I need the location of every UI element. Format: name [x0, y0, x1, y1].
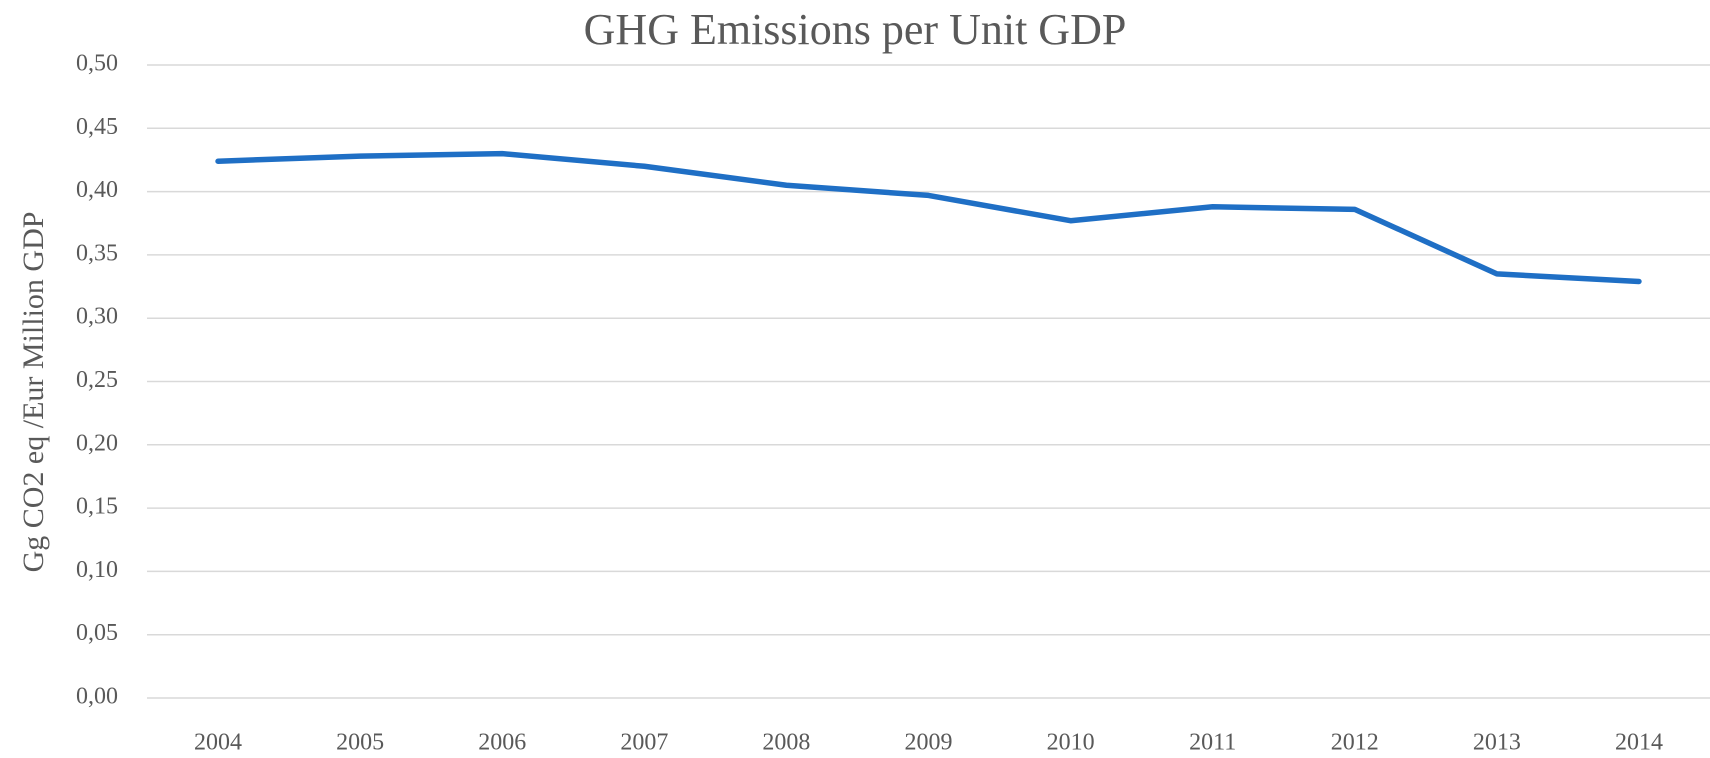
x-tick-label: 2013 [1473, 730, 1521, 756]
x-tick-label: 2007 [620, 730, 668, 756]
y-tick-label: 0,30 [76, 304, 118, 330]
x-tick-label: 2004 [194, 730, 242, 756]
x-tick-label: 2014 [1615, 730, 1663, 756]
x-tick-label: 2006 [478, 730, 526, 756]
x-tick-label: 2005 [336, 730, 384, 756]
y-tick-label: 0,50 [76, 51, 118, 77]
y-tick-label: 0,15 [76, 494, 118, 520]
data-line [215, 150, 1642, 285]
y-tick-label: 0,10 [76, 557, 118, 583]
y-axis-label: Gg CO2 eq /Eur Million GDP [17, 212, 50, 573]
y-tick-label: 0,35 [76, 240, 118, 266]
x-tick-label: 2011 [1189, 730, 1236, 756]
y-tick-label: 0,20 [76, 430, 118, 456]
x-tick-label: 2012 [1331, 730, 1379, 756]
y-tick-label: 0,00 [76, 684, 118, 710]
y-tick-label: 0,45 [76, 114, 118, 140]
x-tick-label: 2008 [762, 730, 810, 756]
y-tick-label: 0,40 [76, 177, 118, 203]
x-tick-label: 2009 [905, 730, 953, 756]
y-tick-label: 0,25 [76, 367, 118, 393]
x-tick-label: 2010 [1047, 730, 1095, 756]
chart-title: GHG Emissions per Unit GDP [584, 5, 1127, 54]
y-tick-label: 0,05 [76, 620, 118, 646]
